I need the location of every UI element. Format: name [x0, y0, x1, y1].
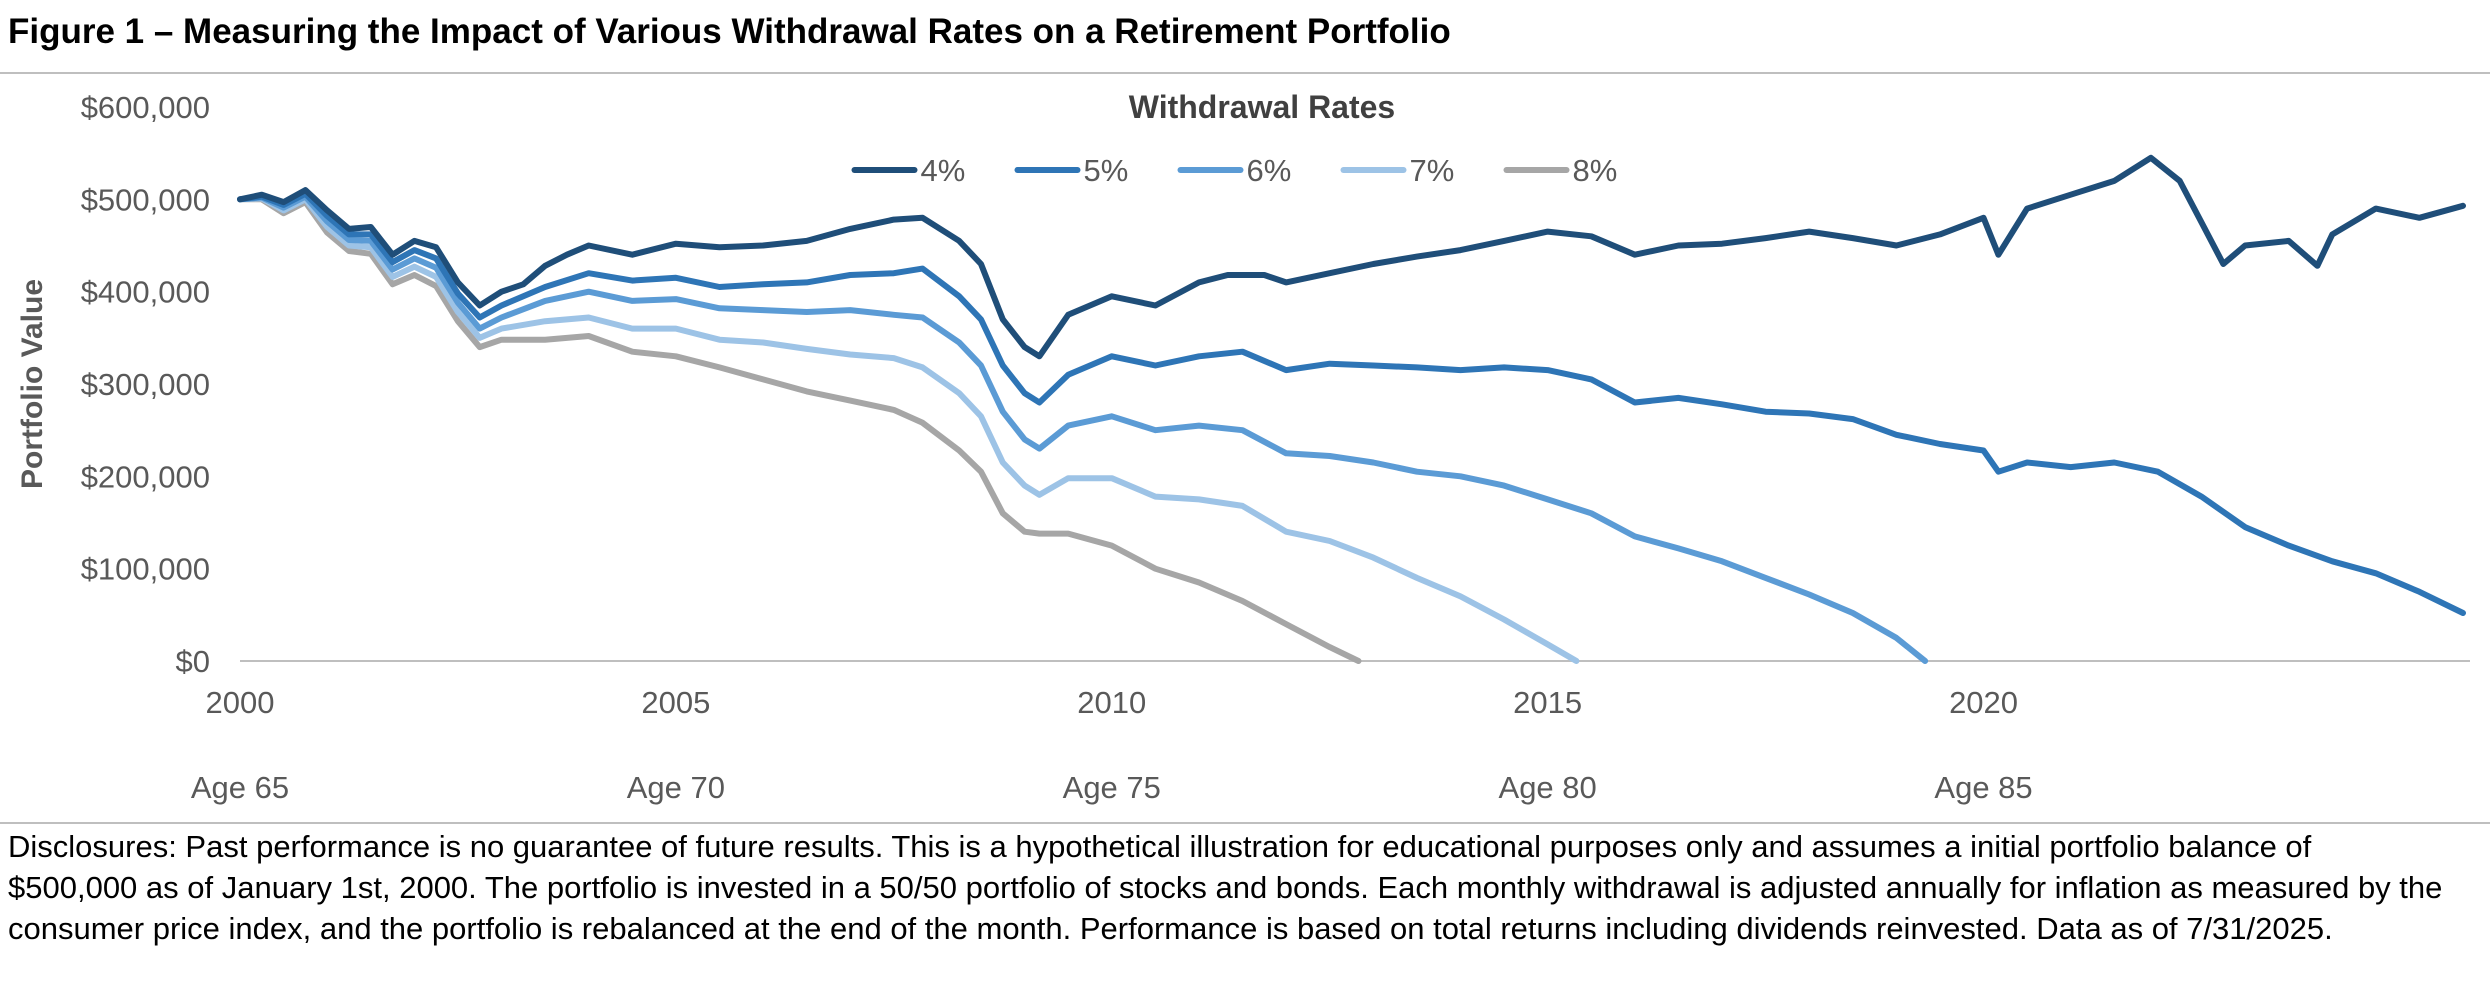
- x-tick-label: 2010: [1077, 685, 1146, 720]
- legend: 4% 5% 6% 7% 8%: [851, 153, 1618, 188]
- age-label: Age 65: [191, 770, 289, 805]
- series-line-5pct: [237, 190, 2466, 616]
- title-divider: [0, 72, 2490, 74]
- y-axis-title: Portfolio Value: [16, 279, 49, 489]
- series-lines: [237, 154, 2466, 664]
- x-axis-ticks: 2000 2005 2010 2015 2020: [206, 685, 2019, 720]
- x-tick-label: 2020: [1949, 685, 2018, 720]
- y-axis-ticks: $0 $100,000 $200,000 $300,000 $400,000 $500,0…: [81, 90, 210, 679]
- y-tick-label: $0: [176, 644, 210, 679]
- legend-label: 4%: [921, 153, 966, 188]
- legend-label: 5%: [1084, 153, 1129, 188]
- disclosure-text: Disclosures: Past performance is no guar…: [8, 829, 2443, 946]
- age-label: Age 70: [627, 770, 725, 805]
- y-tick-label: $400,000: [81, 275, 210, 310]
- y-tick-label: $100,000: [81, 552, 210, 587]
- age-label: Age 85: [1934, 770, 2032, 805]
- age-label: Age 75: [1063, 770, 1161, 805]
- x-tick-label: 2000: [206, 685, 275, 720]
- y-tick-label: $500,000: [81, 182, 210, 217]
- y-tick-label: $600,000: [81, 90, 210, 125]
- legend-label: 7%: [1410, 153, 1455, 188]
- legend-title: Withdrawal Rates: [1129, 89, 1395, 125]
- age-labels: Age 65 Age 70 Age 75 Age 80 Age 85: [191, 770, 2033, 805]
- legend-label: 8%: [1573, 153, 1618, 188]
- figure-title: Figure 1 – Measuring the Impact of Vario…: [8, 12, 1451, 51]
- age-label: Age 80: [1499, 770, 1597, 805]
- withdrawal-rate-line-chart: $0 $100,000 $200,000 $300,000 $400,000 $500,0…: [16, 89, 2470, 805]
- x-tick-label: 2015: [1513, 685, 1582, 720]
- legend-label: 6%: [1247, 153, 1292, 188]
- series-line-4pct: [237, 154, 2466, 360]
- disclosure-divider: [0, 822, 2490, 824]
- y-tick-label: $300,000: [81, 367, 210, 402]
- series-line-8pct: [237, 196, 1362, 664]
- series-line-7pct: [237, 195, 1580, 664]
- y-tick-label: $200,000: [81, 459, 210, 494]
- x-tick-label: 2005: [641, 685, 710, 720]
- series-line-6pct: [237, 193, 1929, 664]
